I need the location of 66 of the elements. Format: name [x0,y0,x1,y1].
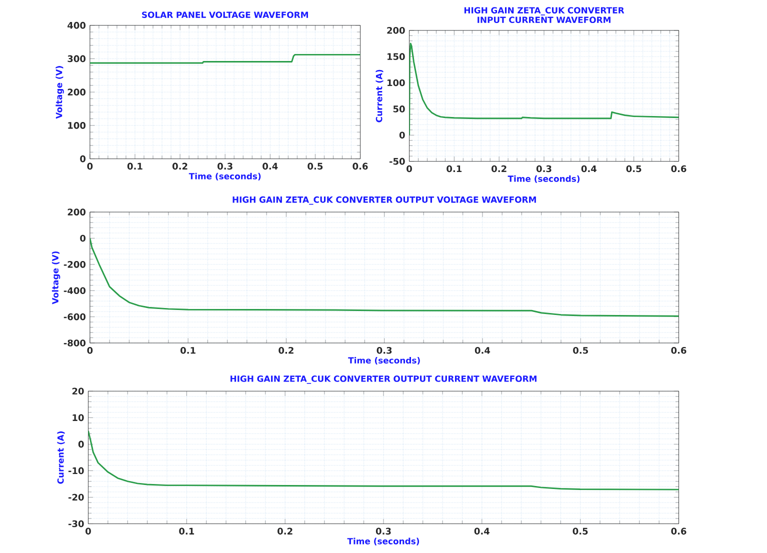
x-tick-label: 0.2 [492,165,506,172]
x-axis-title: Time (seconds) [348,356,420,364]
line-series [88,430,679,490]
y-tick-label: 0 [80,234,86,242]
y-tick-label: 100 [388,79,405,86]
chart-title: HIGH GAIN ZETA_CUK CONVERTER OUTPUT CURRENT WAVEFORM [230,375,536,384]
x-tick-label: 0.3 [376,346,392,354]
x-tick-label: 0.3 [218,162,232,170]
y-tick-label: 100 [68,122,86,129]
x-tick-label: 0.2 [278,528,292,534]
x-tick-label: 0.6 [671,165,686,172]
x-tick-label: 0.1 [179,528,194,534]
y-tick-label: -800 [64,339,86,346]
x-axis-title: Time (seconds) [508,175,580,183]
x-axis-title: Time (seconds) [188,172,261,180]
y-tick-label: 200 [68,88,86,96]
x-tick-label: 0 [87,346,93,354]
x-tick-label: 0.2 [278,346,294,354]
x-tick-label: 0.1 [446,165,462,172]
x-tick-label: 0.1 [180,346,196,354]
y-tick-label: 10 [72,414,84,421]
chart-title: HIGH GAIN ZETA_CUK CONVERTER OUTPUT VOLTAGE WAVEFORM [232,196,536,205]
y-tick-label: 200 [68,208,86,216]
y-tick-label: 300 [68,55,86,62]
x-tick-label: 0 [87,162,93,170]
x-tick-label: 0.4 [581,165,596,172]
chart-title: SOLAR PANEL VOLTAGE WAVEFORM [142,11,308,18]
x-tick-label: 0.6 [671,346,686,354]
y-tick-label: -200 [64,260,86,268]
y-tick-label: 20 [72,388,84,394]
y-axis-title: Current (A) [57,431,65,484]
y-axis-title: Voltage (V) [56,66,64,119]
line-series [90,237,679,317]
y-tick-label: 0 [80,155,86,162]
y-tick-label: 400 [68,22,86,29]
x-tick-label: 0.5 [626,165,642,172]
y-axis-title: Voltage (V) [52,251,60,304]
y-tick-label: 50 [393,105,405,112]
x-tick-label: 0.4 [474,528,490,534]
x-tick-label: 0.4 [262,162,278,170]
y-tick-label: -400 [64,287,86,294]
y-tick-label: 0 [78,440,84,448]
x-tick-label: 0.4 [474,346,490,354]
y-tick-label: -50 [390,158,405,165]
x-tick-label: 0 [406,165,412,172]
x-tick-label: 0 [86,528,91,534]
y-tick-label: -10 [68,467,84,474]
x-axis-title: Time (seconds) [347,538,420,546]
line-series [90,54,360,64]
x-tick-label: 0.5 [572,528,588,534]
x-tick-label: 0.6 [671,528,686,534]
y-tick-label: -600 [64,313,86,320]
y-tick-label: -30 [68,520,84,528]
x-tick-label: 0.5 [573,346,588,354]
y-tick-label: 150 [388,53,405,60]
x-tick-label: 0.5 [308,162,323,170]
x-tick-label: 0.3 [536,165,552,172]
y-tick-label: -20 [68,494,84,500]
y-axis-title: Current (A) [376,70,384,122]
y-tick-label: 200 [387,26,405,34]
x-tick-label: 0.6 [352,162,368,170]
y-tick-label: 0 [399,132,405,138]
x-tick-label: 0.1 [127,162,142,170]
x-tick-label: 0.2 [172,162,188,170]
x-tick-label: 0.3 [376,528,391,534]
chart-title: HIGH GAIN ZETA_CUK CONVERTER INPUT CURRENT WAVEFORM [464,6,624,23]
